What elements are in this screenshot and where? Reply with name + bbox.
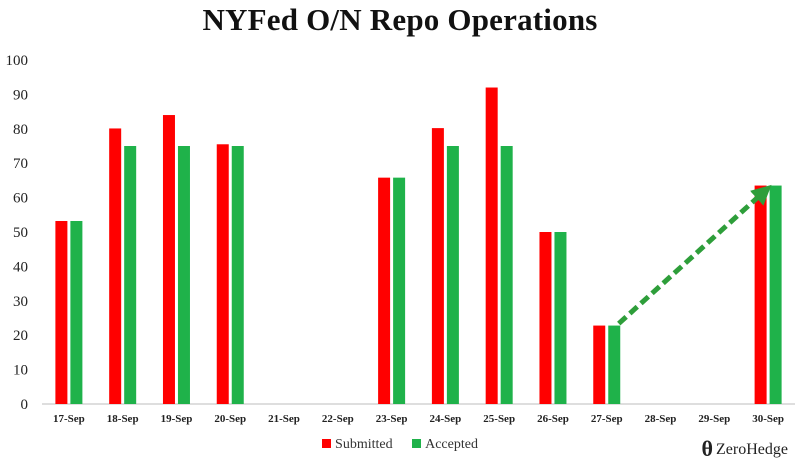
chart-title: NYFed O/N Repo Operations <box>202 2 598 37</box>
x-tick-label: 19-Sep <box>161 413 193 425</box>
y-tick-label: 100 <box>6 53 29 69</box>
bar-submitted <box>109 128 122 404</box>
y-tick-label: 20 <box>13 328 28 344</box>
bar-accepted <box>500 146 513 404</box>
legend-swatch-accepted <box>412 439 422 448</box>
bar-accepted <box>177 146 190 404</box>
legend-label-accepted: Accepted <box>425 437 478 452</box>
bar-submitted <box>593 325 606 404</box>
x-tick-label: 18-Sep <box>107 413 139 425</box>
y-tick-label: 70 <box>13 156 28 172</box>
x-tick-label: 28-Sep <box>645 413 677 425</box>
legend-item-submitted: Submitted <box>322 437 393 453</box>
x-tick-label: 24-Sep <box>430 413 462 425</box>
legend-swatch-submitted <box>322 439 332 448</box>
bar-accepted <box>608 325 621 404</box>
x-tick-label: 26-Sep <box>537 413 569 425</box>
x-tick-label: 30-Sep <box>752 413 784 425</box>
trend-arrow <box>617 184 772 326</box>
y-tick-label: 80 <box>13 122 28 138</box>
bar-submitted <box>216 144 229 404</box>
bar-accepted <box>393 177 406 404</box>
y-tick-label: 40 <box>13 259 28 275</box>
legend-label-submitted: Submitted <box>335 437 393 452</box>
y-tick-label: 30 <box>13 294 28 310</box>
bar-submitted <box>431 128 444 404</box>
x-tick-label: 27-Sep <box>591 413 623 425</box>
x-tick-label: 21-Sep <box>268 413 300 425</box>
x-tick-label: 22-Sep <box>322 413 354 425</box>
y-tick-label: 90 <box>13 87 28 103</box>
brand-name: ZeroHedge <box>716 441 788 458</box>
y-tick-label: 0 <box>21 397 29 413</box>
y-tick-label: 60 <box>13 191 28 207</box>
bar-accepted <box>446 146 459 404</box>
x-tick-label: 17-Sep <box>53 413 85 425</box>
bar-accepted <box>554 232 567 404</box>
legend: Submitted Accepted <box>0 437 800 453</box>
x-tick-label: 29-Sep <box>698 413 730 425</box>
bar-submitted <box>485 87 498 405</box>
bar-accepted <box>70 220 83 404</box>
bar-submitted <box>162 115 175 404</box>
bar-accepted <box>124 146 137 404</box>
bar-accepted <box>769 185 782 404</box>
bar-submitted <box>754 185 767 404</box>
bar-accepted <box>231 146 244 404</box>
x-axis: 17-Sep 18-Sep 19-Sep 20-Sep 21-Sep 22-Sep 23-S… <box>42 403 795 425</box>
x-tick-label: 23-Sep <box>376 413 408 425</box>
annotation <box>617 184 772 326</box>
brand-logo: θ ZeroHedge <box>702 436 788 462</box>
bar-submitted <box>539 232 552 404</box>
y-tick-label: 10 <box>13 363 28 379</box>
bar-submitted <box>55 220 68 404</box>
x-tick-label: 25-Sep <box>483 413 515 425</box>
y-axis: 0 10 20 30 40 50 60 70 80 90 100 <box>6 53 29 413</box>
y-tick-label: 50 <box>13 225 28 241</box>
bars <box>55 87 782 405</box>
legend-item-accepted: Accepted <box>412 437 478 453</box>
brand-theta-icon: θ <box>701 436 714 461</box>
x-tick-label: 20-Sep <box>214 413 246 425</box>
bar-submitted <box>378 177 391 404</box>
